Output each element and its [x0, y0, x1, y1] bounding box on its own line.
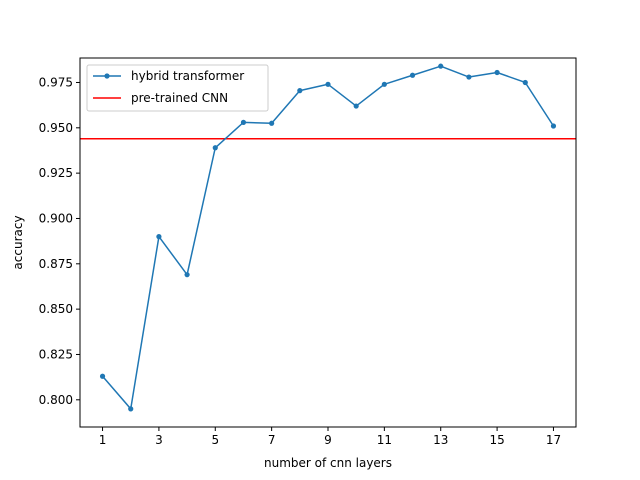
x-tick-label: 15	[489, 433, 504, 447]
data-point	[325, 81, 331, 87]
x-tick-label: 7	[268, 433, 276, 447]
data-point	[466, 74, 472, 80]
data-point	[184, 272, 190, 278]
x-tick-label: 11	[377, 433, 392, 447]
data-point	[550, 123, 557, 129]
data-point	[381, 81, 387, 87]
x-tick-label: 17	[546, 433, 561, 447]
x-axis: 1 3 5 7 9 11 13 15 17	[99, 427, 561, 447]
y-tick-label: 0.925	[39, 166, 73, 180]
y-tick-label: 0.975	[39, 75, 73, 89]
legend: hybrid transformer pre-trained CNN	[86, 64, 269, 112]
data-point	[353, 103, 359, 109]
y-tick-label: 0.875	[39, 257, 73, 271]
data-point	[438, 63, 444, 69]
x-tick-label: 3	[155, 433, 163, 447]
x-tick-label: 5	[211, 433, 219, 447]
y-tick-label: 0.800	[39, 393, 73, 407]
y-axis-label: accuracy	[11, 215, 25, 269]
data-point	[212, 145, 218, 151]
legend-marker	[104, 73, 110, 79]
data-point	[128, 406, 134, 412]
y-axis: 0.800 0.825 0.850 0.875 0.900 0.925 0.950 0.975	[39, 75, 80, 407]
data-point	[240, 119, 247, 125]
x-tick-label: 13	[433, 433, 448, 447]
data-point	[99, 373, 106, 379]
plot-area-frame	[79, 57, 577, 428]
legend-box	[86, 64, 269, 112]
hybrid-transformer-line	[101, 65, 555, 410]
x-tick-label: 9	[324, 433, 332, 447]
x-axis-label: number of cnn layers	[264, 456, 392, 470]
y-tick-label: 0.950	[39, 121, 73, 135]
data-point	[297, 88, 303, 94]
data-point	[409, 72, 416, 78]
data-point	[522, 79, 528, 86]
legend-entry-label: pre-trained CNN	[131, 91, 228, 105]
data-point	[269, 120, 275, 126]
data-point	[156, 234, 162, 240]
y-tick-label: 0.900	[39, 211, 73, 225]
y-tick-label: 0.850	[39, 302, 73, 316]
legend-entry-label: hybrid transformer	[131, 69, 244, 83]
data-point	[494, 69, 500, 76]
x-tick-label: 1	[99, 433, 107, 447]
y-tick-label: 0.825	[39, 347, 73, 361]
